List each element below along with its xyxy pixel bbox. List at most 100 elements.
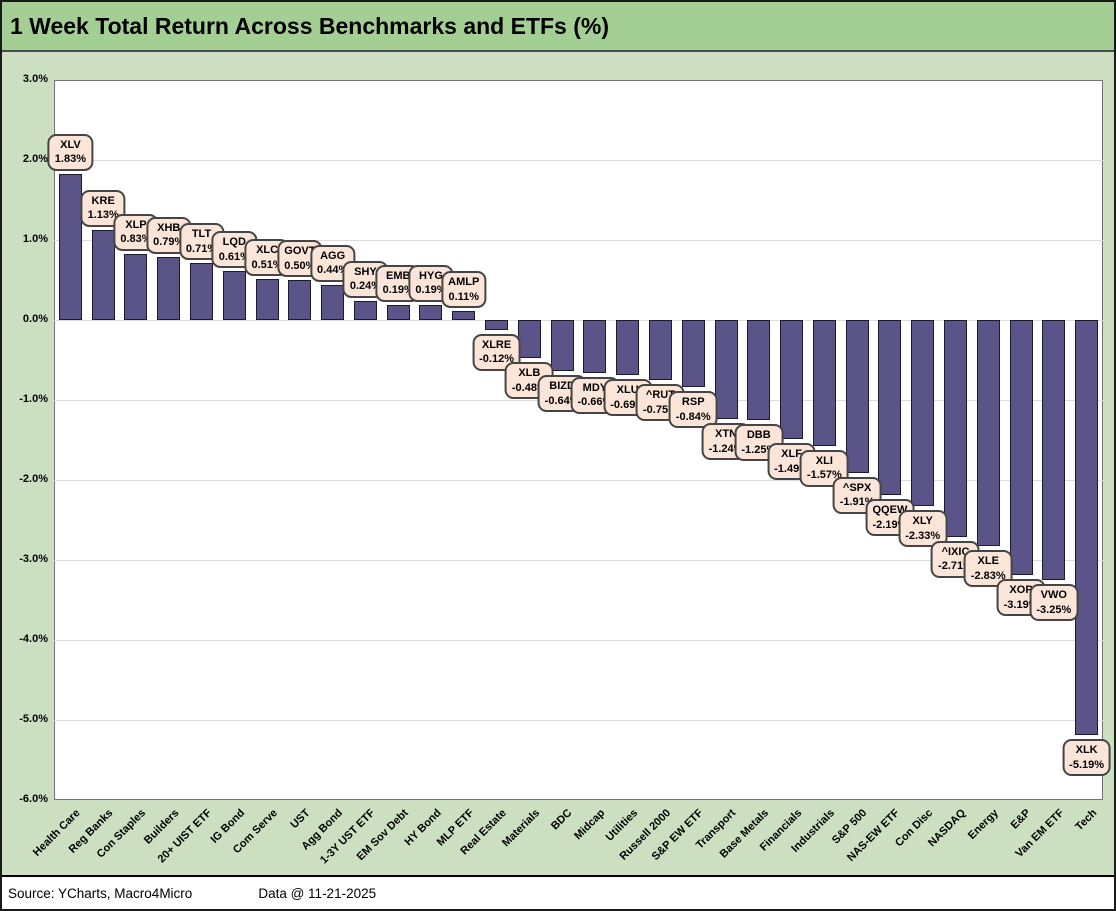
data-label-ticker: ^IXIC	[941, 545, 970, 558]
data-label-ticker: LQD	[222, 236, 246, 249]
data-label-XLY: XLY -2.33%	[898, 510, 948, 548]
chart-title-bar: 1 Week Total Return Across Benchmarks an…	[2, 2, 1114, 52]
data-label-ticker: XLU	[616, 384, 639, 397]
data-label-value: 0.79%	[153, 236, 185, 249]
bar-GOVT	[288, 280, 312, 320]
data-label-AMLP: AMLP 0.11%	[441, 271, 487, 309]
data-label-ticker: GOVT	[284, 244, 316, 257]
data-label-value: 1.83%	[54, 153, 86, 166]
data-label-ticker: VWO	[1040, 589, 1067, 601]
bar-VWO	[1042, 320, 1066, 580]
gridline	[54, 160, 1103, 161]
bar-^RUT	[648, 320, 672, 380]
bar-HYG	[419, 304, 443, 320]
gridline	[54, 320, 1103, 321]
data-label-value: 0.50%	[284, 259, 316, 272]
data-label-ticker: MDY	[582, 381, 608, 394]
y-tick-label: -1.0%	[19, 393, 48, 405]
data-label-ticker: XLB	[518, 367, 541, 380]
data-label-ticker: XLE	[977, 555, 999, 568]
data-label-value: 1.13%	[87, 209, 119, 222]
bar-DBB	[747, 320, 771, 420]
chart-title: 1 Week Total Return Across Benchmarks an…	[10, 13, 610, 39]
x-axis-label: BDC	[549, 807, 575, 833]
data-label-value: -5.19%	[1069, 758, 1105, 771]
bar-XTN	[714, 320, 738, 420]
bar-TLT	[190, 263, 214, 320]
data-label-value: -0.12%	[479, 353, 514, 366]
bar-QQEW	[878, 320, 902, 496]
data-label-ticker: XLI	[815, 454, 833, 467]
data-label-value: -0.84%	[675, 410, 711, 423]
data-label-ticker: QQEW	[872, 504, 908, 517]
data-label-ticker: AGG	[320, 249, 346, 262]
data-label-ticker: KRE	[91, 194, 115, 207]
x-axis-label: Midcap	[572, 807, 608, 843]
data-label-ticker: ^RUT	[645, 389, 675, 401]
data-label-value: 0.19%	[382, 284, 414, 297]
gridline	[54, 480, 1103, 481]
gridline	[54, 560, 1103, 561]
y-tick-label: -2.0%	[19, 473, 48, 485]
bar-XLI	[812, 320, 836, 446]
data-label-ticker: TLT	[191, 228, 212, 241]
source-text: Source: YCharts, Macro4Micro	[8, 885, 193, 901]
data-label-XLE: XLE -2.83%	[963, 550, 1013, 588]
data-label-ticker: RSP	[681, 396, 705, 409]
data-label-ticker: XLRE	[481, 338, 512, 351]
bar-RSP	[681, 320, 705, 388]
data-label-ticker: ^SPX	[842, 481, 872, 494]
data-label-value: 0.11%	[448, 290, 480, 303]
bar-XLF	[780, 320, 804, 440]
x-axis-label: UST	[288, 807, 313, 832]
data-label-ticker: DBB	[746, 429, 771, 441]
data-label-value: 0.61%	[218, 250, 250, 263]
y-tick-label: 3.0%	[22, 73, 48, 85]
bar-XLY	[911, 320, 935, 507]
data-label-value: 0.83%	[120, 233, 152, 246]
bar-AGG	[321, 284, 345, 320]
x-axis-label: E&P	[1009, 807, 1034, 832]
x-axis-label: Tech	[1073, 807, 1100, 834]
bar-EMB	[386, 304, 410, 320]
data-label-RSP: RSP -0.84%	[668, 391, 718, 429]
bar-MDY	[583, 320, 607, 373]
data-label-value: 0.51%	[251, 258, 283, 271]
bar-^IXIC	[943, 320, 967, 537]
data-label-ticker: XHB	[157, 221, 181, 234]
data-label-ticker: XLF	[781, 448, 802, 461]
data-date-text: Data @ 11-21-2025	[258, 885, 377, 901]
data-label-value: 0.71%	[185, 242, 218, 255]
bar-SHY	[353, 300, 377, 320]
gridline	[54, 720, 1103, 721]
y-tick-label: 0.0%	[22, 313, 48, 325]
data-label-ticker: BIZD	[549, 380, 575, 393]
y-tick-label: -4.0%	[19, 633, 48, 645]
gridline	[54, 240, 1103, 241]
data-label-ticker: XOP	[1009, 584, 1033, 597]
bar-XLK	[1075, 320, 1099, 736]
data-label-ticker: XLV	[60, 138, 81, 151]
data-label-value: 0.44%	[317, 264, 349, 277]
bar-XHB	[157, 256, 181, 320]
bar-XLRE	[485, 320, 509, 330]
bar-XOP	[1009, 320, 1033, 576]
data-label-ticker: XLC	[256, 244, 279, 257]
data-label-ticker: EMB	[385, 269, 411, 282]
bar-KRE	[91, 229, 115, 320]
data-label-ticker: AMLP	[448, 276, 480, 289]
bar-XLU	[616, 320, 640, 376]
data-label-XLV: XLV 1.83%	[47, 133, 93, 171]
data-label-XLRE: XLRE -0.12%	[472, 333, 521, 371]
data-label-ticker: SHY	[354, 265, 377, 278]
data-label-ticker: XLY	[912, 515, 933, 528]
bar-XLC	[255, 279, 279, 320]
y-tick-label: -5.0%	[19, 713, 48, 725]
data-label-value: 0.24%	[349, 280, 382, 293]
bar-^SPX	[845, 320, 869, 473]
bar-XLP	[124, 253, 148, 320]
data-label-VWO: VWO -3.25%	[1029, 584, 1079, 622]
data-label-value: -3.25%	[1036, 603, 1072, 616]
data-label-ticker: XLP	[125, 218, 147, 231]
